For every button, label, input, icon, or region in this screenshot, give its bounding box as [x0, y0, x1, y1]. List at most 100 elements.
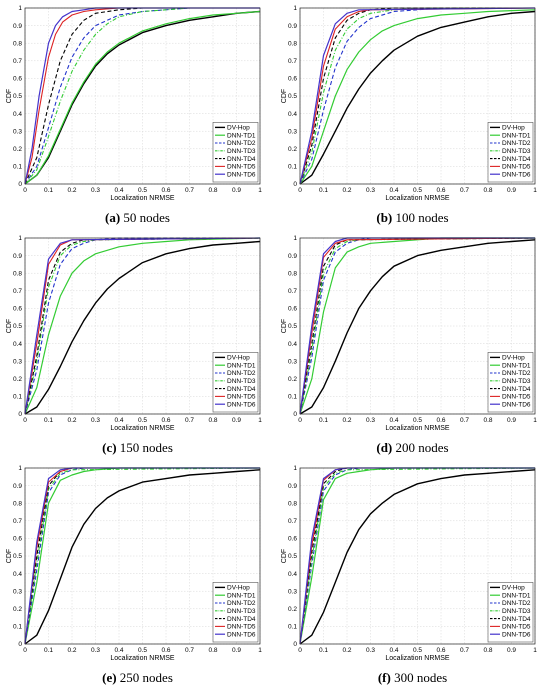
x-tick-label: 0.5	[138, 417, 147, 424]
series-line-dnn-td2	[299, 467, 535, 645]
y-tick-label: 0.7	[13, 518, 22, 525]
caption-text: 50 nodes	[123, 210, 170, 225]
legend-label: DV-Hop	[227, 355, 250, 362]
x-tick-label: 0	[23, 187, 27, 194]
y-tick-label: 0.1	[288, 164, 297, 171]
x-tick-label: 0.1	[319, 187, 328, 194]
legend-label: DNN-TD2	[502, 600, 531, 607]
y-tick-label: 0	[18, 641, 22, 648]
series-line-dnn-td4	[299, 7, 535, 185]
legend-label: DNN-TD3	[227, 378, 256, 385]
caption-f: (f) 300 nodes	[275, 670, 550, 686]
x-tick-label: 0.8	[208, 417, 217, 424]
legend-label: DNN-TD5	[502, 624, 531, 631]
y-axis-label: CDF	[281, 319, 288, 333]
x-tick-label: 0.9	[507, 647, 516, 654]
y-tick-label: 0	[18, 411, 22, 418]
x-tick-label: 0.6	[436, 187, 445, 194]
y-tick-label: 0	[18, 181, 22, 188]
legend-label: DNN-TD1	[502, 362, 531, 369]
y-tick-label: 1	[293, 235, 297, 242]
axis-frame	[24, 237, 261, 415]
legend-label: DNN-TD2	[227, 370, 256, 377]
axis-frame	[299, 7, 536, 185]
panel-f: 0 0.1 0.2 0.3 0.4 0.5 0.6 0.7 0.8 0.9 1 0 0.1 0.2 0.3 0…	[275, 460, 550, 690]
x-tick-label: 1	[533, 647, 537, 654]
caption-text: 150 nodes	[119, 440, 173, 455]
legend-label: DNN-TD6	[502, 401, 531, 408]
x-tick-label: 0.5	[413, 647, 422, 654]
legend-label: DNN-TD1	[502, 132, 531, 139]
series-line-dnn-td1	[24, 10, 261, 185]
y-axis-label: CDF	[6, 319, 13, 333]
x-tick-label: 0.8	[483, 417, 492, 424]
legend: DV-HopDNN-TD1DNN-TD2DNN-TD3DNN-TD4DNN-TD…	[212, 122, 259, 183]
x-tick-label: 0.7	[460, 187, 469, 194]
x-tick-label: 0	[298, 647, 302, 654]
panel-c: 0 0.1 0.2 0.3 0.4 0.5 0.6 0.7 0.8 0.9 1 0 0.1 0.2 0.3 0…	[0, 230, 275, 460]
y-tick-label: 0.9	[13, 23, 22, 30]
legend-label: DNN-TD2	[227, 600, 256, 607]
y-tick-label: 0.4	[13, 341, 22, 348]
legend-label: DNN-TD4	[227, 386, 256, 393]
y-axis-label: CDF	[6, 89, 13, 103]
x-tick-label: 0	[298, 417, 302, 424]
panel-a: 0 0.1 0.2 0.3 0.4 0.5 0.6 0.7 0.8 0.9 1 0 0.1 0.2 0.3 0…	[0, 0, 275, 230]
caption-tag: (e)	[102, 670, 117, 685]
series-line-dnn-td4	[24, 237, 261, 415]
x-tick-label: 0.4	[389, 647, 398, 654]
legend-label: DNN-TD6	[227, 401, 256, 408]
caption-text: 100 nodes	[395, 210, 449, 225]
legend-label: DV-Hop	[502, 125, 525, 132]
y-tick-label: 0.7	[288, 58, 297, 65]
y-tick-label: 0.9	[13, 483, 22, 490]
x-tick-label: 0.4	[114, 187, 123, 194]
y-tick-label: 0.2	[13, 606, 22, 613]
caption-tag: (d)	[376, 440, 393, 455]
legend-label: DNN-TD5	[227, 624, 256, 631]
series-line-dv-hop	[299, 10, 536, 185]
y-tick-label: 0.5	[288, 93, 297, 100]
legend-label: DNN-TD3	[227, 608, 256, 615]
y-tick-label: 0.3	[288, 358, 297, 365]
y-tick-label: 1	[18, 465, 22, 472]
series-line-dnn-td1	[24, 237, 261, 415]
legend-box	[487, 582, 534, 643]
legend-label: DNN-TD4	[502, 386, 531, 393]
x-tick-label: 0.2	[67, 647, 76, 654]
y-tick-label: 0.6	[288, 536, 297, 543]
y-tick-label: 0.2	[288, 606, 297, 613]
y-tick-label: 0	[293, 641, 297, 648]
legend-label: DNN-TD6	[227, 171, 256, 178]
caption-text: 300 nodes	[394, 670, 448, 685]
y-tick-label: 0.6	[288, 306, 297, 313]
y-tick-label: 0.8	[13, 270, 22, 277]
legend-label: DNN-TD1	[227, 362, 256, 369]
chart-b: 0 0.1 0.2 0.3 0.4 0.5 0.6 0.7 0.8 0.9 1 0 0.1 0.2 0.3 0…	[281, 5, 537, 202]
x-tick-label: 0.8	[208, 647, 217, 654]
y-tick-label: 0.2	[13, 376, 22, 383]
x-tick-label: 0.1	[44, 647, 53, 654]
legend: DV-HopDNN-TD1DNN-TD2DNN-TD3DNN-TD4DNN-TD…	[487, 122, 534, 183]
x-tick-label: 0.4	[114, 647, 123, 654]
x-tick-label: 0.7	[185, 647, 194, 654]
y-tick-label: 0.8	[13, 40, 22, 47]
x-tick-label: 0.3	[366, 187, 375, 194]
x-tick-label: 0.1	[319, 417, 328, 424]
x-tick-label: 0.2	[67, 417, 76, 424]
x-tick-label: 1	[533, 417, 537, 424]
y-tick-label: 0.8	[288, 40, 297, 47]
y-axis-label: CDF	[6, 549, 13, 563]
axis-frame	[299, 467, 536, 645]
chart-e: 0 0.1 0.2 0.3 0.4 0.5 0.6 0.7 0.8 0.9 1 0 0.1 0.2 0.3 0…	[6, 465, 262, 662]
x-tick-label: 0.3	[91, 187, 100, 194]
caption-text: 250 nodes	[119, 670, 173, 685]
y-tick-label: 0.9	[13, 253, 22, 260]
x-tick-label: 0.5	[413, 187, 422, 194]
x-tick-label: 0.6	[161, 187, 170, 194]
x-tick-label: 0.4	[389, 417, 398, 424]
series-line-dv-hop	[24, 10, 261, 185]
y-tick-label: 0.7	[13, 58, 22, 65]
y-tick-label: 1	[293, 5, 297, 12]
x-tick-label: 0.1	[319, 647, 328, 654]
